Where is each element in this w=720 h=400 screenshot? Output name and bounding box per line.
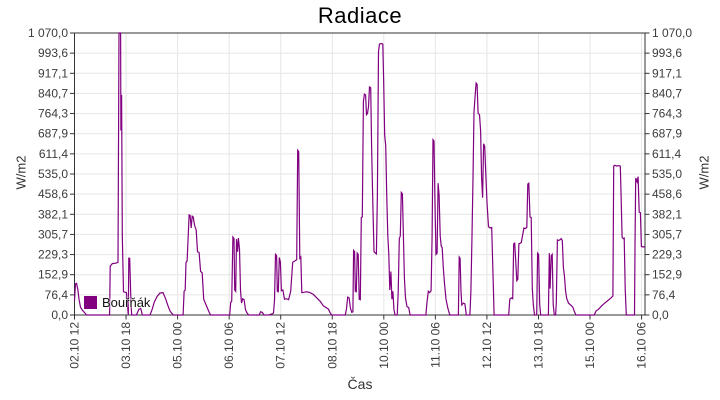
y-tick-label-right: 764,3	[652, 107, 682, 121]
y-tick-label-right: 993,6	[652, 46, 682, 60]
legend-swatch-icon	[84, 296, 97, 309]
y-tick-label-right: 611,4	[652, 147, 681, 161]
y-tick-label-left: 917,1	[38, 66, 68, 80]
x-tick-label: 08.10 18	[325, 322, 339, 369]
y-tick-label-left: 458,6	[38, 187, 68, 201]
legend: Bouřňák	[84, 295, 150, 310]
y-tick-label-right: 687,9	[652, 127, 682, 141]
x-tick-label: 06.10 06	[222, 322, 236, 369]
y-tick-label-left: 382,1	[38, 207, 68, 221]
y-tick-label-left: 611,4	[39, 147, 68, 161]
chart-title: Radiace	[317, 3, 403, 28]
y-tick-label-left: 535,0	[38, 167, 68, 181]
y-tick-label-left: 687,9	[38, 127, 68, 141]
x-axis-title: Čas	[347, 376, 373, 392]
x-tick-label: 02.10 12	[68, 322, 82, 369]
y-tick-label-right: 535,0	[652, 167, 682, 181]
legend-series-label: Bouřňák	[102, 295, 151, 310]
y-tick-label-left: 229,3	[38, 248, 68, 262]
y-tick-label-right: 917,1	[652, 66, 682, 80]
y-axis-title-left: W/m2	[13, 155, 29, 190]
radiation-line-series	[73, 32, 646, 316]
y-tick-label-right: 152,9	[652, 268, 682, 282]
x-tick-label: 13.10 18	[531, 322, 545, 369]
y-tick-label-right: 76,4	[652, 288, 676, 302]
y-tick-label-left: 0,0	[51, 308, 68, 322]
y-tick-label-right: 1 070,0	[652, 26, 692, 40]
y-tick-label-left: 993,6	[38, 46, 68, 60]
y-axis-title-right: W/m2	[696, 155, 712, 190]
x-tick-label: 10.10 00	[377, 322, 391, 369]
y-tick-label-left: 305,7	[38, 227, 68, 241]
y-tick-label-right: 305,7	[652, 227, 682, 241]
y-tick-label-left: 840,7	[38, 86, 68, 100]
x-tick-label: 05.10 00	[171, 322, 185, 369]
y-tick-label-right: 382,1	[652, 207, 682, 221]
y-tick-label-left: 76,4	[45, 288, 69, 302]
x-tick-label: 07.10 12	[274, 322, 288, 369]
y-tick-label-right: 840,7	[652, 86, 682, 100]
y-tick-label-right: 0,0	[652, 308, 669, 322]
y-tick-label-left: 764,3	[38, 107, 68, 121]
x-tick-label: 12.10 12	[480, 322, 494, 369]
y-tick-label-right: 229,3	[652, 248, 682, 262]
x-tick-label: 16.10 06	[635, 322, 649, 369]
y-tick-label-right: 458,6	[652, 187, 682, 201]
x-tick-label: 03.10 18	[119, 322, 133, 369]
y-tick-label-left: 152,9	[38, 268, 68, 282]
x-tick-label: 15.10 00	[583, 322, 597, 369]
x-tick-label: 11.10 06	[428, 322, 442, 368]
y-tick-label-left: 1 070,0	[28, 26, 68, 40]
